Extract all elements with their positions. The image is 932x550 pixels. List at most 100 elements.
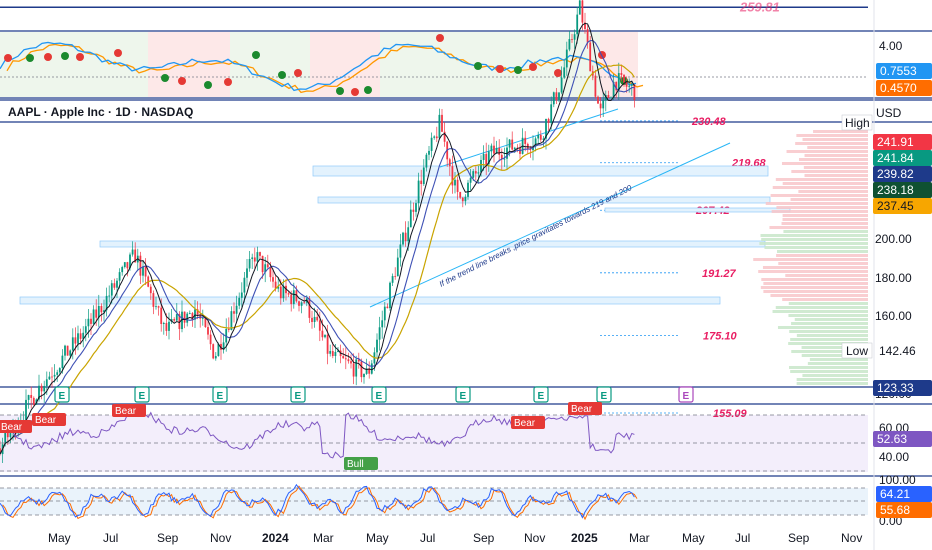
candle-body <box>170 318 173 322</box>
candle-body <box>209 334 212 345</box>
earnings-marker[interactable] <box>134 386 150 403</box>
volume-profile-bar <box>807 362 868 365</box>
candle-body <box>95 309 98 318</box>
osc-badge[interactable] <box>876 80 932 96</box>
high-badge-text: High <box>845 116 870 130</box>
candle-body <box>100 305 103 313</box>
osc-cross-dot <box>204 81 212 89</box>
candle-body <box>428 150 430 155</box>
osc-cross-dot <box>351 88 359 96</box>
candle-body <box>238 297 241 306</box>
volume-profile-bar <box>772 310 868 313</box>
stoch-band <box>0 488 868 515</box>
candle-body <box>149 286 152 294</box>
rsi-signal-text: Bear <box>1 422 23 433</box>
candle-body <box>451 166 454 186</box>
volume-profile-bar <box>789 366 868 369</box>
candle-body <box>316 316 319 321</box>
stoch-badge[interactable] <box>876 486 932 502</box>
time-axis-label: Jul <box>735 531 750 545</box>
osc-cross-dot <box>436 34 444 42</box>
earnings-marker-label: E <box>376 391 383 402</box>
price-badge[interactable] <box>873 166 932 182</box>
osc-cross-dot <box>496 65 504 73</box>
candle-body <box>547 118 550 123</box>
candle-body <box>300 302 303 306</box>
time-axis-label: Nov <box>210 531 231 545</box>
candle-body <box>443 131 446 142</box>
price-badge[interactable] <box>873 134 932 150</box>
low-badge <box>841 342 873 359</box>
candle-body <box>441 114 443 132</box>
candle-body <box>321 330 324 338</box>
candle-body <box>32 397 35 405</box>
rsi-signal-text: Bear <box>514 418 536 429</box>
volume-profile-bar <box>804 154 868 157</box>
candle-body <box>529 149 532 151</box>
candle-body <box>160 307 163 324</box>
candle-body <box>594 75 597 97</box>
price-badge[interactable] <box>873 198 932 214</box>
candle-body <box>399 244 402 258</box>
candle-body <box>537 134 540 139</box>
candle-body <box>142 266 144 276</box>
candle-body <box>253 257 256 262</box>
volume-profile-bar <box>775 178 868 181</box>
candle-body <box>578 0 581 15</box>
candle-body <box>552 92 555 105</box>
candle-body <box>290 294 293 305</box>
candle-body <box>402 232 404 245</box>
stoch-badge[interactable] <box>876 502 932 518</box>
earnings-marker[interactable] <box>533 386 549 403</box>
candle-body <box>9 431 12 438</box>
earnings-marker[interactable] <box>596 386 612 403</box>
candle-body <box>84 326 87 333</box>
candle-body <box>51 376 53 378</box>
earnings-marker-label: E <box>460 391 467 402</box>
time-axis-label: May <box>48 531 71 545</box>
rsi-signal-text: Bull <box>347 459 364 470</box>
price-badge[interactable] <box>873 150 932 166</box>
candle-body <box>417 180 420 204</box>
candle-body <box>568 39 571 50</box>
price-badge[interactable] <box>873 182 932 198</box>
time-axis-label: Sep <box>157 531 179 545</box>
candle-body <box>0 448 1 455</box>
currency-label[interactable]: USD <box>876 106 902 120</box>
candle-body <box>272 277 274 282</box>
osc-cross-dot <box>336 87 344 95</box>
candle-body <box>534 138 537 147</box>
volume-profile-bar <box>802 138 868 141</box>
candle-body <box>438 114 441 139</box>
volume-profile-bar <box>777 326 868 329</box>
rsi-signal-text: Bear <box>35 415 57 426</box>
earnings-marker[interactable] <box>678 386 694 403</box>
volume-profile-bar <box>776 254 868 257</box>
volume-profile-bar <box>772 186 868 189</box>
volume-profile-bar <box>758 270 868 273</box>
earnings-marker[interactable] <box>54 386 70 403</box>
price-badge-text: 239.82 <box>877 167 914 181</box>
osc-main-line <box>0 41 637 92</box>
candle-body <box>264 264 267 273</box>
candle-body <box>287 293 290 295</box>
osc-cross-dot <box>114 49 122 57</box>
candle-body <box>165 322 168 331</box>
rsi-badge[interactable] <box>873 431 932 447</box>
candle-body <box>370 363 373 374</box>
candle-body <box>25 399 27 421</box>
earnings-marker[interactable] <box>290 386 306 403</box>
volume-profile-bar <box>796 378 868 381</box>
time-axis-label: Mar <box>313 531 334 545</box>
time-axis-label: May <box>366 531 389 545</box>
osc-badge[interactable] <box>876 63 932 79</box>
osc-cross-dot <box>554 69 562 77</box>
price-badge[interactable] <box>873 380 932 396</box>
candle-body <box>422 167 425 185</box>
earnings-marker[interactable] <box>212 386 228 403</box>
candle-body <box>589 42 592 72</box>
earnings-marker[interactable] <box>455 386 471 403</box>
candle-body <box>500 154 503 160</box>
earnings-marker[interactable] <box>371 386 387 403</box>
symbol-title[interactable]: AAPL · Apple Inc · 1D · NASDAQ <box>8 105 194 119</box>
